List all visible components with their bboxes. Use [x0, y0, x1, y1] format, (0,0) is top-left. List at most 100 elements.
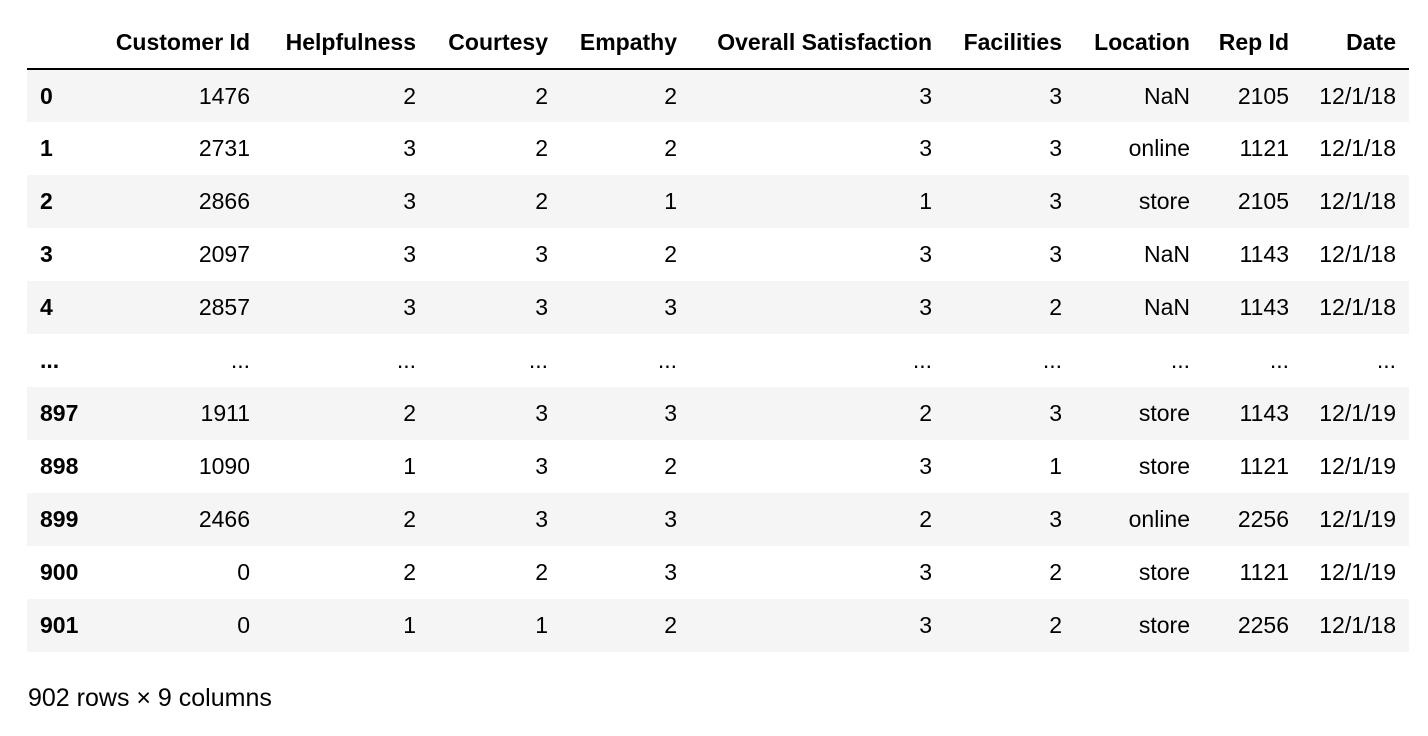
table-cell: 12/1/19 [1319, 453, 1396, 479]
table-cell: ... [1042, 347, 1062, 373]
table-shape-caption: 902 rows × 9 columns [28, 684, 272, 712]
table-cell: 1143 [1239, 400, 1289, 426]
table-cell: ... [1170, 347, 1190, 373]
column-header: Facilities [945, 16, 1075, 70]
row-index: 1 [40, 135, 53, 161]
table-cell: 12/1/18 [1319, 82, 1396, 109]
table-cell: store [1138, 188, 1190, 214]
table-cell: 2 [535, 559, 548, 585]
table-cell: store [1138, 453, 1190, 479]
table-row: 4 2857 3 3 3 3 2 NaN 1143 12/1/18 [27, 281, 1409, 334]
table-cell: online [1128, 135, 1190, 161]
table-row: 899 2466 2 3 3 2 3 online 2256 12/1/19 [27, 493, 1409, 546]
table-cell: online [1128, 506, 1190, 532]
table-cell: 1121 [1239, 453, 1289, 479]
table-cell: 12/1/19 [1319, 506, 1396, 532]
table-cell: NaN [1143, 241, 1190, 267]
header-row: Customer Id Helpfulness Courtesy Empathy… [27, 16, 1409, 70]
table-cell: 1121 [1239, 559, 1289, 585]
row-index: 0 [40, 82, 53, 109]
table-cell: 1911 [200, 400, 250, 426]
column-header: Helpfulness [263, 16, 429, 70]
table-cell: ... [1376, 347, 1396, 373]
table-cell: 2 [664, 453, 677, 479]
table-cell: 3 [919, 294, 932, 320]
table-cell: 1 [403, 453, 416, 479]
table-cell: 3 [403, 294, 416, 320]
row-index: ... [40, 347, 60, 373]
table-cell: ... [1269, 347, 1289, 373]
table-row: 901 0 1 1 2 3 2 store 2256 12/1/18 [27, 599, 1409, 652]
column-header: Empathy [561, 16, 690, 70]
table-cell: 3 [1049, 135, 1062, 161]
table-cell: 0 [237, 559, 250, 585]
table-cell: 12/1/18 [1319, 188, 1396, 214]
table-row: 897 1911 2 3 3 2 3 store 1143 12/1/19 [27, 387, 1409, 440]
table-cell: 1 [403, 612, 416, 638]
table-cell: 1476 [198, 82, 250, 109]
table-cell: 3 [1049, 506, 1062, 532]
row-index: 899 [40, 506, 79, 532]
table-cell: 3 [1049, 241, 1062, 267]
table-cell: 2 [1049, 559, 1062, 585]
table-cell: 3 [403, 188, 416, 214]
table-cell: 3 [919, 82, 932, 109]
table-cell: 2105 [1237, 82, 1289, 109]
table-cell: 2866 [198, 188, 250, 214]
table-cell: 3 [919, 453, 932, 479]
table-cell: store [1138, 400, 1190, 426]
table-cell: 2 [919, 400, 932, 426]
table-cell: 3 [535, 453, 548, 479]
table-cell: ... [396, 347, 416, 373]
column-header: Customer Id [98, 16, 263, 70]
table-cell: 2256 [1237, 506, 1289, 532]
row-index: 2 [40, 188, 53, 214]
table-cell: 1 [664, 188, 677, 214]
table-cell: 3 [664, 559, 677, 585]
column-header: Overall Satisfaction [690, 16, 945, 70]
table-cell: 2 [664, 82, 677, 109]
table-cell: 1 [535, 612, 548, 638]
table-cell: 2857 [198, 294, 250, 320]
table-cell: 3 [919, 241, 932, 267]
table-cell: 2097 [198, 241, 250, 267]
table-cell: 3 [919, 559, 932, 585]
table-cell: 3 [1049, 188, 1062, 214]
dataframe-output: Customer Id Helpfulness Courtesy Empathy… [27, 16, 1409, 652]
index-header [27, 16, 98, 70]
table-cell: ... [912, 347, 932, 373]
ellipsis-row: ... ... ... ... ... ... ... ... ... ... [27, 334, 1409, 387]
table-cell: store [1138, 612, 1190, 638]
table-cell: 12/1/19 [1319, 400, 1396, 426]
table-cell: 1143 [1239, 241, 1289, 267]
table-cell: 12/1/19 [1319, 559, 1396, 585]
table-cell: 3 [535, 400, 548, 426]
table-cell: 2 [535, 188, 548, 214]
row-index: 900 [40, 559, 79, 585]
table-cell: 3 [664, 506, 677, 532]
dataframe-table: Customer Id Helpfulness Courtesy Empathy… [27, 16, 1409, 652]
row-index: 4 [40, 294, 53, 320]
table-cell: 2731 [198, 135, 250, 161]
table-cell: NaN [1143, 294, 1190, 320]
table-row: 2 2866 3 2 1 1 3 store 2105 12/1/18 [27, 175, 1409, 228]
table-cell: 2 [1049, 612, 1062, 638]
table-cell: 2 [535, 135, 548, 161]
table-cell: 3 [535, 506, 548, 532]
table-row: 1 2731 3 2 2 3 3 online 1121 12/1/18 [27, 122, 1409, 175]
table-cell: 2 [535, 82, 548, 109]
column-header: Rep Id [1203, 16, 1302, 70]
table-cell: 3 [919, 612, 932, 638]
table-row: 900 0 2 2 3 3 2 store 1121 12/1/19 [27, 546, 1409, 599]
table-row: 898 1090 1 3 2 3 1 store 1121 12/1/19 [27, 440, 1409, 493]
column-header: Location [1075, 16, 1203, 70]
table-cell: 2 [403, 506, 416, 532]
column-header: Date [1302, 16, 1409, 70]
table-cell: 1 [1049, 453, 1062, 479]
table-cell: 2 [919, 506, 932, 532]
row-index: 898 [40, 453, 79, 479]
table-cell: ... [528, 347, 548, 373]
table-cell: 3 [403, 135, 416, 161]
row-index: 3 [40, 241, 53, 267]
table-row: 3 2097 3 3 2 3 3 NaN 1143 12/1/18 [27, 228, 1409, 281]
